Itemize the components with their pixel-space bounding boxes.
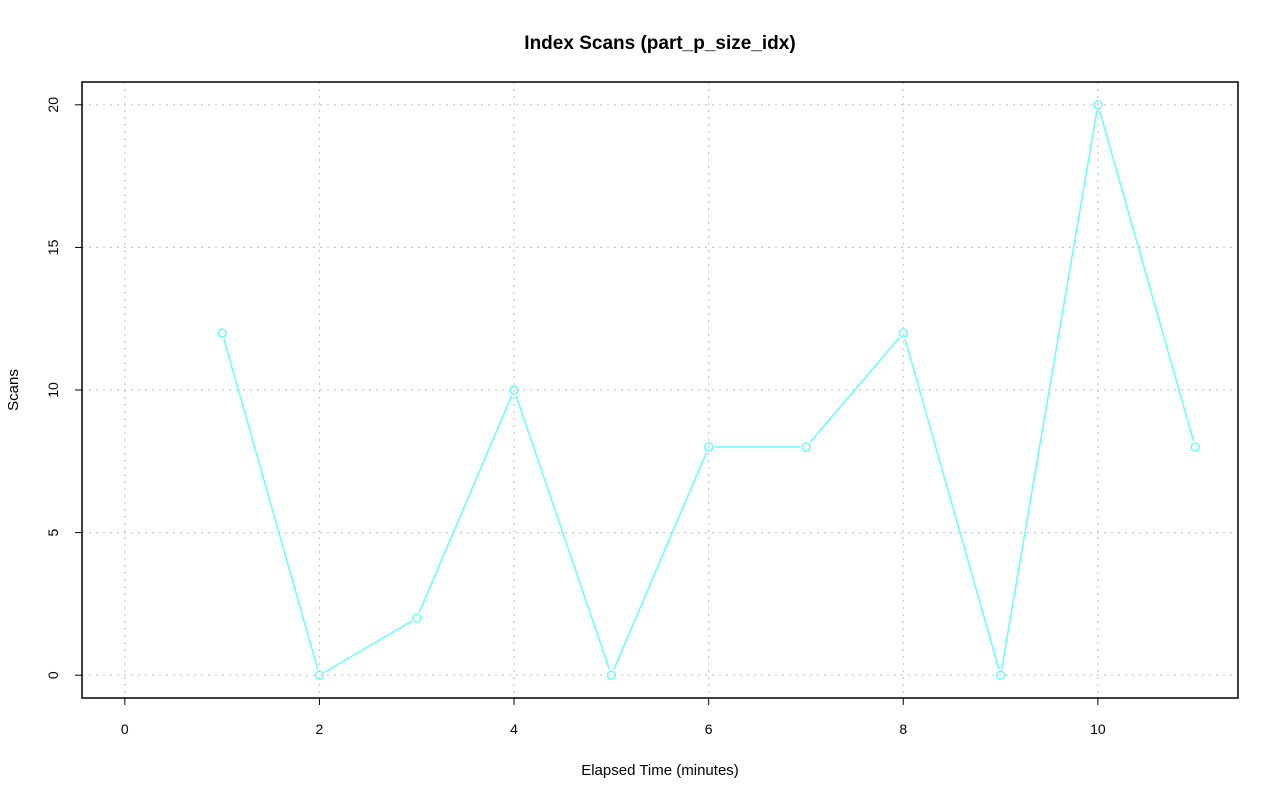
series-line-segment <box>613 452 707 670</box>
data-point <box>801 442 811 452</box>
y-tick-label: 0 <box>45 671 61 679</box>
data-point <box>314 670 325 680</box>
series-layer <box>217 100 1200 680</box>
y-tick-label: 10 <box>45 382 61 398</box>
x-tick-label: 2 <box>316 721 324 737</box>
x-axis: 0 2 4 6 8 10 <box>121 698 1106 737</box>
data-point <box>898 328 909 338</box>
data-point <box>606 670 617 680</box>
data-point <box>1190 442 1200 452</box>
data-point <box>411 613 422 623</box>
y-tick-label: 15 <box>45 239 61 255</box>
series-line-segment <box>1098 110 1195 442</box>
x-tick-label: 8 <box>899 721 907 737</box>
series-line-segment <box>418 395 513 613</box>
series-line-segment <box>1000 110 1098 670</box>
series-line-segment <box>809 337 900 443</box>
data-point <box>995 670 1006 680</box>
series-line-segment <box>904 338 1000 670</box>
y-axis-label: Scans <box>5 369 22 411</box>
data-point <box>1093 100 1103 110</box>
data-point <box>509 385 519 395</box>
data-point <box>217 328 227 338</box>
series-line-segment <box>223 338 319 670</box>
x-tick-label: 10 <box>1090 721 1106 737</box>
x-tick-label: 0 <box>121 721 129 737</box>
y-tick-label: 20 <box>45 97 61 113</box>
x-tick-label: 4 <box>510 721 518 737</box>
y-axis: 0 5 10 15 20 <box>45 97 82 679</box>
x-tick-label: 6 <box>705 721 713 737</box>
grid <box>82 82 1238 698</box>
chart-title: Index Scans (part_p_size_idx) <box>524 33 795 54</box>
y-tick-label: 5 <box>45 528 61 536</box>
plot-frame <box>81 81 1239 699</box>
series-line-segment <box>515 395 611 670</box>
data-point <box>703 442 714 452</box>
x-axis-label: Elapsed Time (minutes) <box>581 762 739 779</box>
series-line-segment <box>324 620 412 673</box>
